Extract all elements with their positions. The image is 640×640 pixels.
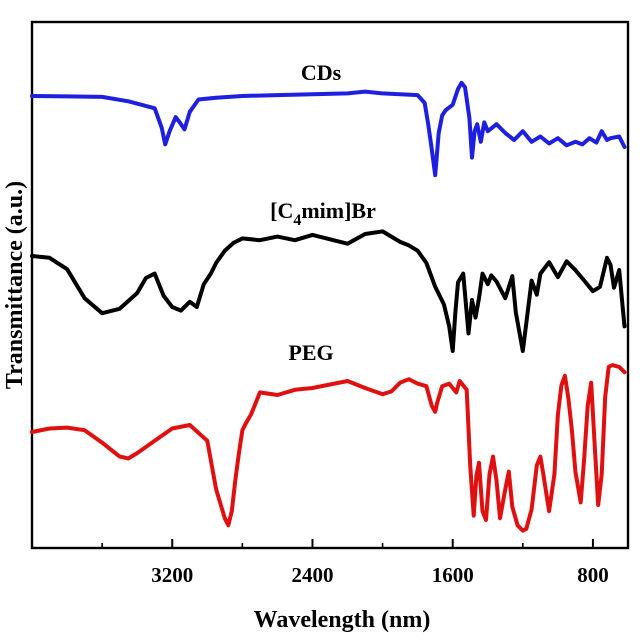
x-tick-label-1600: 1600	[432, 563, 474, 587]
series-line-0	[30, 80, 627, 178]
x-tick-label-800: 800	[577, 563, 609, 587]
x-axis-label: Wavelength (nm)	[254, 607, 431, 633]
plot-frame	[30, 20, 630, 550]
y-axis-label: Transmittance (a.u.)	[2, 181, 28, 389]
series-line-1	[30, 229, 627, 353]
x-tick-label-2400: 2400	[291, 563, 333, 587]
series-labels: CDs [C4mim]Br PEG	[270, 60, 376, 365]
series-line-2	[30, 363, 627, 533]
series-lines	[30, 80, 627, 533]
x-tick-label-3200: 3200	[151, 563, 193, 587]
x-axis-tick-labels: 3200 2400 1600 800	[151, 563, 608, 587]
series-label-0: CDs	[301, 60, 342, 85]
series-label-1: [C4mim]Br	[270, 198, 376, 229]
x-axis-ticks	[101, 539, 594, 548]
series-label-2: PEG	[288, 340, 333, 365]
